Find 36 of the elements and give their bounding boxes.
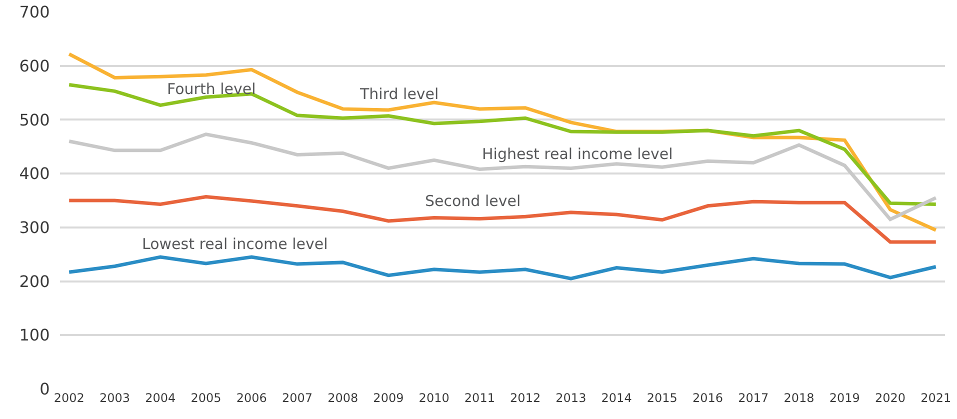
y-tick-label: 500 [19, 110, 50, 130]
x-tick-label: 2011 [464, 391, 495, 405]
x-tick-label: 2017 [738, 391, 769, 405]
x-tick-label: 2012 [510, 391, 541, 405]
x-tick-label: 2016 [692, 391, 724, 405]
series-label: Lowest real income level [142, 235, 328, 253]
x-tick-label: 2003 [99, 391, 130, 405]
y-tick-label: 700 [19, 2, 50, 22]
x-tick-label: 2004 [145, 391, 176, 405]
x-tick-label: 2019 [829, 391, 860, 405]
x-tick-label: 2008 [328, 391, 358, 405]
x-tick-label: 2002 [54, 391, 84, 405]
x-tick-label: 2010 [418, 391, 450, 405]
x-tick-label: 2005 [190, 391, 222, 405]
line-series [67, 255, 938, 280]
series-label: Highest real income level [482, 145, 673, 163]
y-tick-label: 400 [19, 164, 50, 184]
y-tick-label: 600 [19, 56, 50, 76]
x-tick-label: 2015 [646, 391, 678, 405]
series-label: Second level [425, 192, 521, 210]
line-series [67, 132, 938, 222]
x-tick-label: 2018 [784, 391, 814, 405]
x-tick-label: 2013 [556, 391, 586, 405]
series-label: Third level [359, 85, 439, 103]
line-series [67, 82, 938, 206]
y-tick-label: 0 [40, 380, 50, 399]
x-tick-label: 2007 [282, 391, 312, 405]
series-label: Fourth level [167, 80, 256, 98]
x-tick-label: 2006 [236, 391, 267, 405]
y-tick-label: 200 [19, 272, 50, 291]
y-tick-label: 300 [19, 218, 50, 238]
x-tick-label: 2020 [874, 391, 906, 405]
x-tick-label: 2021 [920, 391, 952, 405]
y-tick-label: 100 [19, 326, 50, 345]
x-tick-label: 2014 [601, 391, 632, 405]
x-tick-label: 2009 [373, 391, 404, 405]
